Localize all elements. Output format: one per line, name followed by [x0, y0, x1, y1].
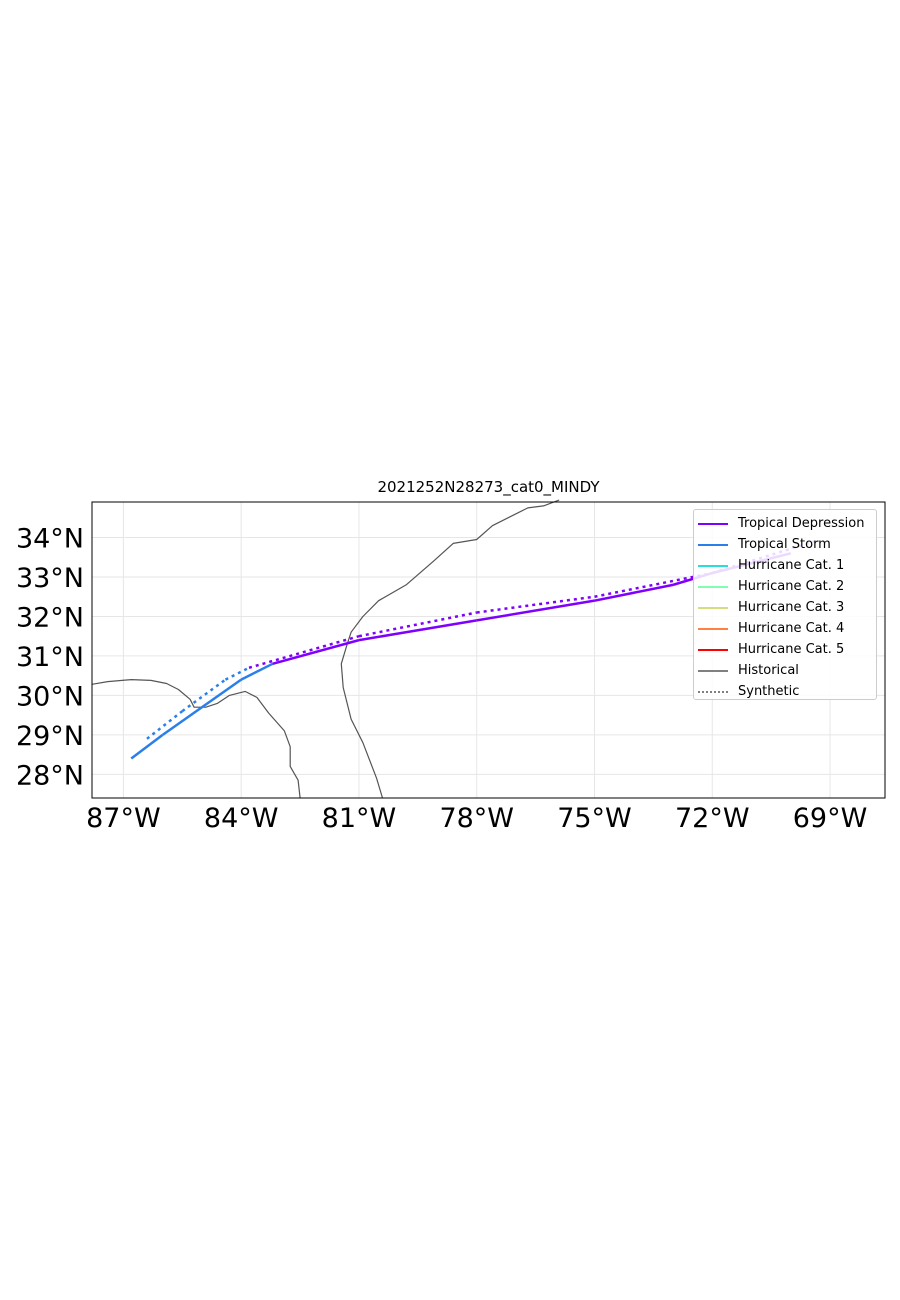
legend-item: Hurricane Cat. 5	[694, 639, 876, 660]
legend-item: Tropical Storm	[694, 534, 876, 555]
legend-label: Synthetic	[738, 684, 800, 699]
legend-item: Hurricane Cat. 2	[694, 576, 876, 597]
legend-swatch	[698, 669, 728, 672]
historical-track-segment	[476, 599, 595, 622]
x-tick-label: 69°W	[793, 803, 868, 834]
legend-item: Synthetic	[694, 681, 876, 702]
synthetic-track-segment	[146, 710, 184, 740]
legend-swatch	[698, 522, 728, 525]
legend-item: Hurricane Cat. 3	[694, 597, 876, 618]
legend: Tropical Depression Tropical Storm Hurrica…	[693, 509, 877, 700]
y-tick-label: 29°N	[16, 721, 84, 752]
historical-track-segment	[201, 678, 242, 709]
y-tick-label: 31°N	[16, 642, 84, 673]
synthetic-track-segment	[594, 571, 713, 598]
legend-label: Hurricane Cat. 1	[738, 558, 845, 573]
y-tick-label: 34°N	[16, 524, 84, 555]
y-tick-label: 33°N	[16, 563, 84, 594]
historical-track-segment	[272, 638, 360, 666]
coastline-segment	[340, 499, 560, 799]
map-title: 2021252N28273_cat0_MINDY	[377, 478, 600, 496]
legend-item: Tropical Depression	[694, 513, 876, 534]
legend-swatch	[698, 564, 728, 567]
historical-track-segment	[358, 619, 477, 642]
legend-label: Hurricane Cat. 4	[738, 621, 845, 636]
x-tick-label: 75°W	[557, 803, 632, 834]
x-tick-label: 78°W	[439, 803, 514, 834]
x-tick-label: 81°W	[322, 803, 397, 834]
legend-swatch	[698, 690, 728, 693]
coastline-segment	[91, 678, 301, 799]
legend-swatch	[698, 627, 728, 630]
legend-swatch	[698, 648, 728, 651]
legend-label: Hurricane Cat. 3	[738, 600, 845, 615]
synthetic-track-segment	[248, 634, 360, 669]
legend-swatch	[698, 606, 728, 609]
legend-label: Tropical Storm	[738, 537, 831, 552]
legend-item: Hurricane Cat. 4	[694, 618, 876, 639]
legend-item: Hurricane Cat. 1	[694, 555, 876, 576]
legend-item: Historical	[694, 660, 876, 681]
legend-swatch	[698, 585, 728, 588]
legend-label: Hurricane Cat. 5	[738, 642, 845, 657]
y-tick-label: 28°N	[16, 760, 84, 791]
historical-track-segment	[594, 583, 674, 602]
coastline	[91, 499, 560, 799]
y-tick-label: 30°N	[16, 681, 84, 712]
x-tick-label: 84°W	[204, 803, 279, 834]
y-tick-label: 32°N	[16, 602, 84, 633]
synthetic-track-segment	[224, 666, 250, 681]
y-axis-ticks: 28°N 29°N 30°N 31°N 32°N 33°N 34°N	[16, 524, 84, 792]
historical-track-segment	[240, 662, 274, 681]
x-tick-label: 87°W	[86, 803, 161, 834]
x-tick-label: 72°W	[675, 803, 750, 834]
historical-track-segment	[130, 733, 164, 760]
storm-tracks	[130, 540, 815, 760]
synthetic-track-segment	[181, 678, 227, 713]
synthetic-track-segment	[476, 595, 595, 614]
legend-label: Historical	[738, 663, 799, 678]
historical-track-segment	[161, 706, 203, 736]
x-axis-ticks: 87°W 84°W 81°W 78°W 75°W 72°W 69°W	[86, 803, 867, 834]
legend-label: Hurricane Cat. 2	[738, 579, 845, 594]
map-frame	[91, 501, 886, 799]
legend-label: Tropical Depression	[738, 516, 865, 531]
synthetic-track-segment	[358, 611, 477, 638]
legend-swatch	[698, 543, 728, 546]
